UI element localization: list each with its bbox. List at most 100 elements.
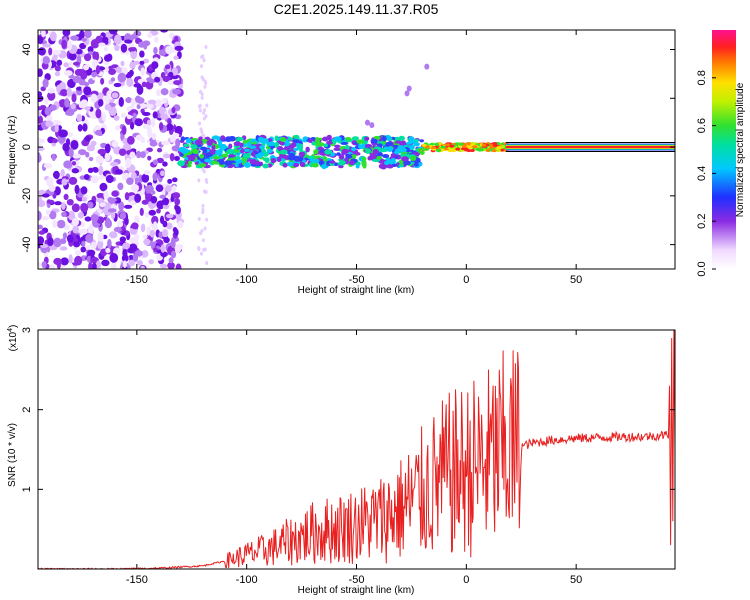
heatmap-cell — [204, 158, 211, 163]
colorbar-tick-label: 0.0 — [696, 261, 708, 276]
heatmap-cell — [61, 39, 67, 49]
heatmap-cell — [71, 217, 80, 227]
heatmap-cell — [152, 159, 159, 165]
heatmap-cell — [246, 141, 252, 148]
heatmap-cell — [38, 195, 43, 203]
heatmap-cell — [250, 138, 256, 143]
heatmap-cell — [449, 144, 455, 148]
heatmap-cell — [45, 209, 51, 215]
heatmap-cell — [419, 139, 425, 143]
spectrogram-y-axis-label: Frequency (Hz) — [7, 116, 18, 185]
heatmap-cell — [149, 229, 155, 238]
heatmap-cell — [108, 30, 118, 35]
heatmap-cell — [126, 114, 132, 120]
heatmap-cell — [136, 97, 145, 104]
heatmap-cell — [174, 204, 179, 211]
heatmap-cell — [59, 88, 69, 97]
heatmap-cell — [59, 246, 68, 251]
heatmap-cell — [121, 125, 127, 135]
heatmap-cell — [145, 184, 154, 194]
heatmap-cell — [355, 164, 360, 169]
heatmap-cell — [219, 143, 227, 150]
heatmap-cell — [270, 157, 277, 164]
heatmap-cell — [148, 209, 157, 216]
heatmap-cell — [45, 115, 53, 121]
heatmap-cell — [242, 153, 251, 159]
x-tick-label: 0 — [463, 574, 469, 586]
heatmap-cell — [52, 138, 58, 144]
heatmap-cell — [115, 169, 123, 175]
heatmap-cell — [141, 249, 149, 258]
heatmap-cell — [174, 155, 180, 162]
heatmap-cell — [445, 143, 451, 147]
heatmap-cell — [140, 136, 146, 144]
heatmap-cell — [205, 217, 209, 222]
heatmap-cell — [194, 139, 203, 145]
heatmap-cell — [323, 143, 328, 148]
heatmap-cell — [264, 158, 270, 164]
heatmap-cell — [68, 254, 73, 264]
heatmap-cell — [142, 111, 151, 117]
figure-title: C2E1.2025.149.11.37.R05 — [274, 1, 439, 17]
heatmap-cell — [197, 178, 201, 183]
heatmap-cell — [120, 43, 128, 53]
heatmap-cell — [103, 189, 109, 200]
heatmap-cell — [51, 153, 56, 162]
heatmap-cell — [434, 142, 440, 146]
heatmap-cell — [42, 43, 51, 48]
heatmap-cell — [140, 103, 148, 108]
heatmap-cell — [132, 112, 137, 119]
heatmap-cell — [103, 46, 108, 52]
heatmap-cell — [204, 114, 208, 119]
heatmap-cell — [288, 152, 296, 159]
colorbar: 0.0 0.2 0.4 0.6 0.8 Normalized spectral ampl… — [696, 30, 746, 277]
heatmap-cell — [384, 160, 390, 165]
heatmap-cell — [311, 162, 319, 168]
heatmap-cell — [500, 145, 506, 149]
heatmap-cell — [283, 140, 290, 147]
heatmap-cell — [38, 106, 43, 111]
heatmap-cell — [83, 53, 92, 62]
heatmap-cell — [126, 177, 134, 185]
heatmap-cell — [80, 246, 86, 253]
heatmap-cell — [75, 86, 83, 91]
heatmap-cell — [90, 213, 99, 222]
heatmap-cell — [48, 47, 53, 56]
heatmap-cell — [158, 231, 163, 239]
x-tick-label: -150 — [126, 274, 148, 286]
heatmap-cell — [324, 149, 333, 155]
heatmap-cell — [43, 163, 53, 169]
heatmap-cell — [174, 125, 183, 135]
heatmap-cell — [440, 145, 446, 149]
heatmap-cell — [365, 148, 372, 154]
heatmap-cell — [362, 163, 367, 169]
heatmap-cell — [145, 212, 150, 218]
heatmap-cell — [38, 224, 43, 230]
heatmap-cell — [197, 216, 201, 221]
heatmap-cell — [397, 145, 405, 151]
heatmap-cell — [126, 77, 134, 88]
heatmap-cell — [47, 237, 54, 247]
heatmap-cell — [60, 238, 67, 245]
heatmap-cell — [63, 193, 69, 201]
heatmap-cell — [161, 140, 170, 146]
heatmap-cell — [136, 260, 143, 266]
heatmap-cell — [165, 45, 174, 55]
heatmap-cell — [105, 217, 111, 226]
heatmap-cell — [147, 103, 154, 109]
heatmap-cell — [221, 153, 229, 158]
heatmap-cell — [76, 113, 83, 122]
heatmap-cell — [63, 62, 69, 68]
heatmap-cell — [58, 129, 67, 138]
heatmap-cell — [63, 160, 73, 169]
heatmap-cell — [98, 42, 106, 47]
heatmap-cell — [109, 252, 119, 263]
heatmap-cell — [455, 147, 461, 151]
heatmap-cell — [385, 141, 393, 146]
heatmap-cell — [204, 81, 208, 86]
heatmap-cell — [117, 220, 124, 228]
heatmap-cell — [292, 139, 300, 144]
heatmap-cell — [172, 192, 181, 199]
heatmap-cell — [201, 238, 205, 243]
